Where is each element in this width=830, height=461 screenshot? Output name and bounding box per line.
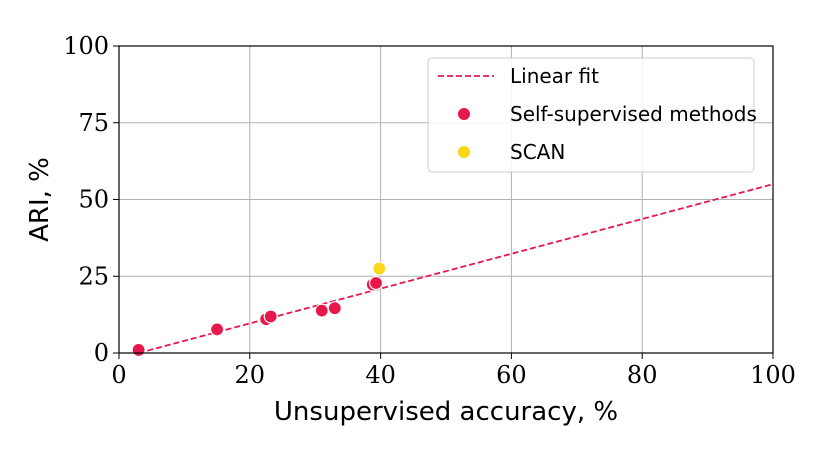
legend-entry-label: Self-supervised methods (510, 102, 757, 126)
self-supervised-point (210, 322, 225, 337)
x-tick-label: 60 (496, 361, 527, 389)
x-tick-label: 80 (627, 361, 658, 389)
y-tick-label: 50 (78, 186, 109, 214)
self-supervised-point (368, 275, 384, 291)
legend-marker-swatch (457, 145, 471, 159)
y-axis-label: ARI, % (25, 157, 55, 242)
self-supervised-point (263, 309, 278, 324)
self-supervised-point (327, 301, 342, 316)
y-tick-label: 25 (78, 262, 109, 290)
plot-series (131, 183, 774, 358)
linear-fit-line (138, 183, 774, 354)
legend-entry-label: Linear fit (510, 64, 599, 88)
x-tick-label: 100 (750, 361, 796, 389)
legend-marker-swatch (457, 107, 471, 121)
legend: Linear fit Self-supervised methods SCAN (427, 57, 757, 173)
legend-box (427, 57, 755, 173)
x-tick-label: 0 (111, 361, 126, 389)
self-supervised-point (314, 303, 329, 318)
axis-ticks: 0 20 40 60 80 100 0 25 50 75 100 (63, 32, 796, 389)
x-tick-label: 40 (365, 361, 396, 389)
self-supervised-point (131, 342, 146, 358)
x-axis-label: Unsupervised accuracy, % (274, 397, 618, 427)
y-tick-label: 0 (94, 339, 109, 367)
x-tick-label: 20 (235, 361, 266, 389)
y-tick-label: 75 (78, 109, 109, 137)
scan-point (372, 261, 387, 276)
y-tick-label: 100 (63, 32, 109, 60)
legend-entry-label: SCAN (510, 140, 565, 164)
